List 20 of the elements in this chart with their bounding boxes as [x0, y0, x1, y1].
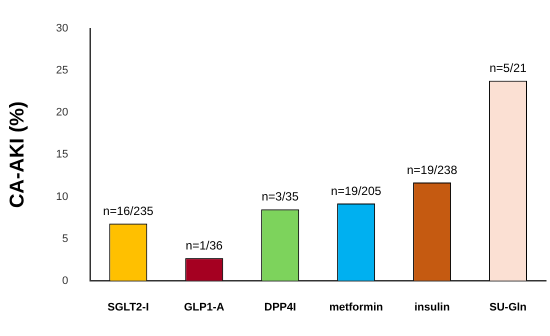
y-tick-label: 25 [56, 64, 68, 77]
x-tick-label: GLP1-A [184, 301, 224, 314]
data-label: n=5/21 [489, 61, 527, 76]
data-label: n=16/235 [103, 204, 154, 218]
y-tick-label: 10 [56, 190, 68, 203]
y-axis-title: CA-AKI (%) [6, 101, 29, 208]
data-label: n=3/35 [262, 190, 299, 204]
y-tick-label: 20 [56, 106, 68, 119]
data-label: n=1/36 [186, 238, 224, 252]
x-tick-label: DPP4I [264, 301, 296, 314]
y-tick-label: 0 [62, 274, 68, 287]
x-tick-label: SGLT2-I [108, 301, 149, 314]
y-tick-label: 5 [62, 232, 68, 245]
data-label: n=19/238 [406, 162, 458, 177]
data-label: n=19/205 [330, 184, 382, 198]
y-tick-label: 30 [56, 22, 68, 35]
x-tick-label: insulin [414, 301, 450, 314]
x-tick-label: SU-Gln [489, 301, 527, 314]
x-tick-label: metformin [329, 301, 384, 314]
y-tick-label: 15 [56, 148, 68, 161]
